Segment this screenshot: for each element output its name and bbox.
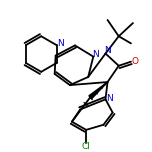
- Text: Cl: Cl: [82, 142, 91, 151]
- Text: N: N: [106, 94, 113, 103]
- Text: N: N: [92, 50, 99, 59]
- Polygon shape: [89, 82, 107, 99]
- Text: N: N: [57, 39, 63, 48]
- Text: N: N: [104, 46, 111, 55]
- Text: O: O: [132, 57, 139, 66]
